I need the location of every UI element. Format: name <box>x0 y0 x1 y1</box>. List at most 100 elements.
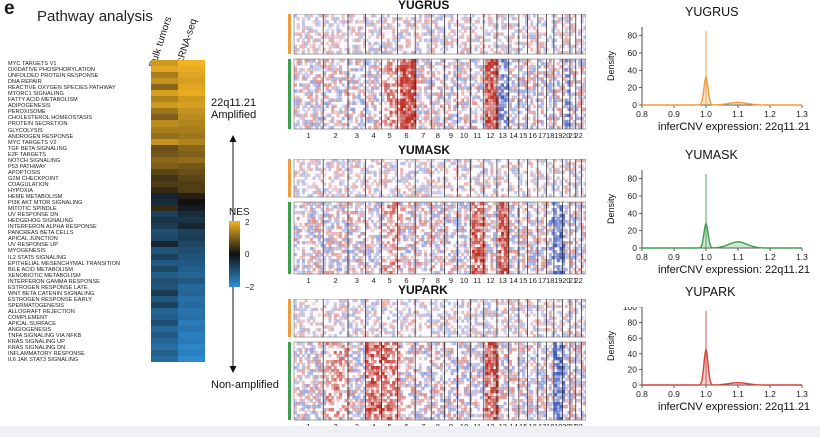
chromosome-label: 4 <box>371 131 375 140</box>
chromosome-label: 10 <box>460 276 468 285</box>
nes-tick-mid: 0 <box>245 250 249 259</box>
chromosome-label: 15 <box>519 131 527 140</box>
tumor-cells-bar <box>288 59 291 129</box>
nes-legend-title: NES <box>229 207 250 218</box>
chromosome-label: 5 <box>388 131 392 140</box>
density-curve <box>642 77 802 105</box>
density-fill <box>642 350 802 385</box>
chromosome-label: 10 <box>460 131 468 140</box>
cnv-title-yumask: YUMASK <box>398 143 450 157</box>
y-tick-label: 40 <box>628 349 638 359</box>
nes-color-bar <box>229 221 240 287</box>
chromosome-label: 3 <box>355 276 359 285</box>
heatmap-cell <box>151 356 178 362</box>
heatmap-column-scrna <box>178 60 205 362</box>
x-tick-label: 1.3 <box>796 252 808 262</box>
chromosome-label: 12 <box>486 276 494 285</box>
density-y-label: Density <box>606 50 616 81</box>
cnv-title-yugrus: YUGRUS <box>398 0 449 12</box>
x-tick-label: 1.1 <box>732 109 744 119</box>
chromosome-label: 6 <box>404 131 408 140</box>
tumor-cells-bar <box>288 342 291 420</box>
density-x-label: inferCNV expression: 22q11.21 <box>658 121 810 133</box>
chromosome-label: 2 <box>334 131 338 140</box>
y-tick-label: 100 <box>623 307 637 312</box>
x-tick-label: 0.8 <box>636 389 648 399</box>
x-tick-label: 1.2 <box>764 252 776 262</box>
x-tick-label: 1.1 <box>732 389 744 399</box>
chromosome-label: 8 <box>436 131 440 140</box>
reference-cells-bar <box>288 14 291 54</box>
panel-letter: e <box>4 0 15 20</box>
tumor-cells-bar <box>288 202 291 274</box>
chromosome-label: 12 <box>486 131 494 140</box>
y-tick-label: 80 <box>628 31 638 41</box>
x-tick-label: 1.2 <box>764 109 776 119</box>
chromosome-label: 5 <box>388 276 392 285</box>
chromosome-label: 15 <box>519 276 527 285</box>
density-x-label: inferCNV expression: 22q11.21 <box>658 264 810 276</box>
amplified-label: 22q11.21 Amplified <box>211 97 256 121</box>
chromosome-label: 4 <box>371 276 375 285</box>
y-tick-label: 80 <box>628 318 638 328</box>
reference-cells-bar <box>288 299 291 337</box>
chromosome-label: 16 <box>529 276 537 285</box>
x-tick-label: 0.8 <box>636 252 648 262</box>
heatmap-cell <box>178 356 205 362</box>
density-x-label: inferCNV expression: 22q11.21 <box>658 401 810 413</box>
chromosome-label: 14 <box>510 131 518 140</box>
chromosome-label: 3 <box>355 131 359 140</box>
density-curve <box>642 224 802 248</box>
chromosome-label: 11 <box>473 131 481 140</box>
y-tick-label: 60 <box>628 48 638 58</box>
chromosome-label: 9 <box>449 131 453 140</box>
y-tick-label: 40 <box>628 208 638 218</box>
density-fill <box>642 224 802 248</box>
x-tick-label: 1.1 <box>732 252 744 262</box>
x-tick-label: 1.0 <box>700 252 712 262</box>
density-fill <box>642 77 802 105</box>
chromosome-label: 2 <box>334 276 338 285</box>
x-tick-label: 0.9 <box>668 389 680 399</box>
x-tick-label: 0.9 <box>668 109 680 119</box>
nes-tick-min: −2 <box>245 283 254 292</box>
non-amplified-label: Non-amplified <box>211 379 279 391</box>
y-tick-label: 20 <box>628 83 638 93</box>
chromosome-label: 14 <box>510 276 518 285</box>
pathway-label: IL6 JAK STAT3 SIGNALING <box>8 357 148 363</box>
y-tick-label: 20 <box>628 364 638 374</box>
density-y-label: Density <box>606 193 616 224</box>
x-tick-label: 1.0 <box>700 109 712 119</box>
density-curve <box>642 350 802 385</box>
chromosome-label: 22 <box>575 131 583 140</box>
nes-tick-max: 2 <box>245 218 249 227</box>
chromosome-label: 13 <box>499 131 507 140</box>
y-tick-label: 20 <box>628 226 638 236</box>
x-tick-label: 1.3 <box>796 109 808 119</box>
chromosome-label: 7 <box>421 131 425 140</box>
chromosome-label: 9 <box>449 276 453 285</box>
x-tick-label: 0.8 <box>636 109 648 119</box>
y-tick-label: 60 <box>628 333 638 343</box>
chromosome-label: 13 <box>499 276 507 285</box>
heatmap-title: Pathway analysis <box>37 8 153 25</box>
density-y-label: Density <box>606 330 616 361</box>
y-tick-label: 80 <box>628 174 638 184</box>
density-title-yugrus: YUGRUS <box>685 5 738 19</box>
heatmap-column-bulk <box>151 60 178 362</box>
page-bottom-band <box>0 426 820 437</box>
x-tick-label: 1.2 <box>764 389 776 399</box>
density-title-yupark: YUPARK <box>685 285 735 299</box>
chromosome-label: 1 <box>307 131 311 140</box>
y-tick-label: 60 <box>628 191 638 201</box>
chromosome-label: 22 <box>575 276 583 285</box>
reference-cells-bar <box>288 159 291 197</box>
chromosome-label: 1 <box>307 276 311 285</box>
chromosome-label: 16 <box>529 131 537 140</box>
chromosome-label: 11 <box>473 276 481 285</box>
